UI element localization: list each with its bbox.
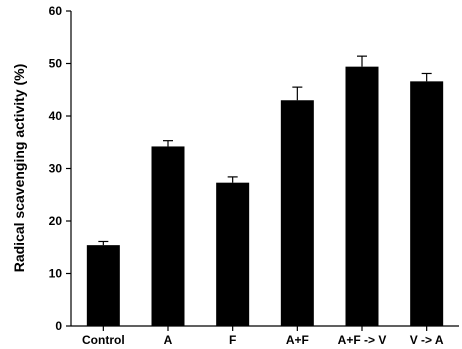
bar-control <box>86 245 120 326</box>
x-ticks: Control A F A+F A+F -> V V -> A <box>82 326 444 347</box>
y-tick-label: 60 <box>49 4 63 18</box>
y-tick-label: 20 <box>49 214 63 228</box>
y-tick-label: 10 <box>49 267 63 281</box>
y-ticks: 0 10 20 30 40 50 60 <box>49 4 71 333</box>
bars <box>86 66 444 327</box>
y-axis-title: Radical scavenging activity (%) <box>11 64 27 273</box>
y-tick-label: 40 <box>49 109 63 123</box>
x-tick-label: Control <box>82 333 125 347</box>
x-tick-label: A+F -> V <box>338 333 387 347</box>
x-tick-label: A <box>164 333 173 347</box>
bar-v-a <box>410 81 444 326</box>
y-tick-label: 30 <box>49 162 63 176</box>
bar-f <box>216 182 250 326</box>
x-tick-label: F <box>229 333 236 347</box>
y-tick-label: 0 <box>55 319 62 333</box>
bar-a-f <box>280 100 314 326</box>
y-tick-label: 50 <box>49 57 63 71</box>
x-tick-label: V -> A <box>410 333 444 347</box>
axes <box>70 11 459 327</box>
bar-a-f-v <box>345 66 379 327</box>
error-bars <box>98 55 432 246</box>
x-tick-label: A+F <box>286 333 309 347</box>
bar-a <box>151 146 185 326</box>
